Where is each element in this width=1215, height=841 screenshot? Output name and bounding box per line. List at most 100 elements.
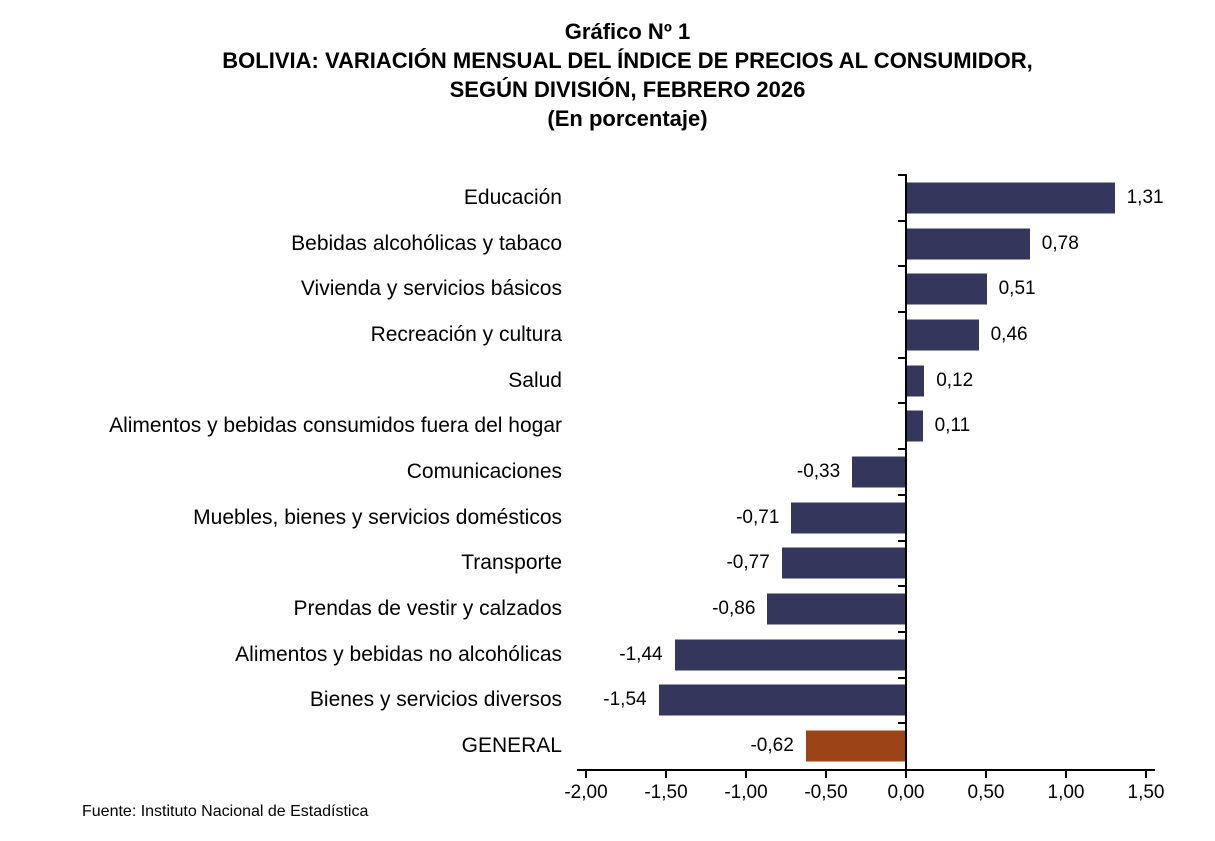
bar-chart-plot-area: Educación 1,31 Bebidas alcohólicas y tabac…	[0, 175, 1215, 769]
category-label: GENERAL	[461, 734, 562, 758]
bar-division	[905, 182, 1115, 214]
bar-division	[905, 319, 979, 351]
category-tick	[898, 219, 907, 222]
category-tick	[898, 493, 907, 496]
x-axis-tick-label: -0,50	[804, 782, 848, 803]
row-plot: -0,71	[570, 495, 1215, 541]
zero-axis-line	[905, 175, 907, 769]
category-tick	[898, 265, 907, 268]
value-label: -1,54	[603, 689, 647, 711]
source-note: Fuente: Instituto Nacional de Estadístic…	[82, 803, 369, 820]
bar-division	[905, 228, 1030, 260]
x-axis-tick	[1145, 769, 1147, 778]
chart-row: Muebles, bienes y servicios domésticos -0…	[0, 495, 1215, 541]
value-label: -1,44	[619, 643, 663, 665]
chart-title-line1: Gráfico Nº 1	[564, 19, 691, 44]
category-label: Recreación y cultura	[370, 322, 562, 346]
x-axis-tick-label: -1,00	[724, 782, 768, 803]
row-plot: 1,31	[570, 175, 1215, 221]
category-tick	[898, 448, 907, 451]
category-label: Muebles, bienes y servicios domésticos	[193, 505, 562, 529]
row-plot: -0,62	[570, 723, 1215, 769]
chart-row: Prendas de vestir y calzados -0,86	[0, 586, 1215, 632]
x-axis-tick	[585, 769, 587, 778]
value-label: 0,78	[1041, 232, 1079, 254]
category-label: Transporte	[461, 551, 562, 575]
row-plot: 0,46	[570, 312, 1215, 358]
bar-division	[791, 502, 905, 534]
x-axis-tick-label: -1,50	[644, 782, 688, 803]
value-label: 0,51	[998, 278, 1036, 300]
row-plot: -1,54	[570, 678, 1215, 724]
chart-row: Bebidas alcohólicas y tabaco 0,78	[0, 221, 1215, 267]
x-axis-tick	[825, 769, 827, 778]
chart-title-line3: SEGÚN DIVISIÓN, FEBRERO 2026	[449, 77, 806, 102]
x-axis-tick	[905, 769, 907, 778]
chart-row: GENERAL -0,62	[0, 723, 1215, 769]
x-axis-tick-label: 0,00	[887, 782, 925, 803]
bar-division	[852, 456, 905, 488]
chart-row: Alimentos y bebidas consumidos fuera del…	[0, 403, 1215, 449]
row-plot: -0,33	[570, 449, 1215, 495]
value-label: 0,46	[990, 323, 1028, 345]
bar-division	[781, 547, 905, 579]
x-axis-tick-label: 1,50	[1127, 782, 1165, 803]
value-label: -0,62	[750, 735, 794, 757]
category-tick	[898, 174, 907, 176]
x-axis: -2,00 -1,50 -1,00 -0,50 0,00 0,50 1,00 1,50	[0, 769, 1215, 819]
category-tick	[898, 402, 907, 405]
x-axis-line	[577, 769, 1155, 771]
category-tick	[898, 356, 907, 359]
chart-row: Salud 0,12	[0, 358, 1215, 404]
category-tick	[898, 585, 907, 588]
x-axis-tick	[665, 769, 667, 778]
category-label: Alimentos y bebidas no alcohólicas	[235, 642, 562, 666]
x-axis-tick-label: 1,00	[1047, 782, 1085, 803]
x-axis-tick	[985, 769, 987, 778]
category-label: Bebidas alcohólicas y tabaco	[291, 231, 562, 255]
value-label: 0,11	[934, 415, 971, 437]
bar-division	[658, 684, 905, 716]
value-label: -0,86	[712, 598, 756, 620]
category-label: Vivienda y servicios básicos	[300, 277, 562, 301]
category-label: Salud	[508, 368, 562, 392]
category-tick	[898, 630, 907, 633]
chart-title-subtitle: (En porcentaje)	[547, 106, 708, 131]
bar-general	[805, 730, 905, 762]
category-tick	[898, 311, 907, 314]
x-axis-tick-label: -2,00	[564, 782, 608, 803]
chart-row: Vivienda y servicios básicos 0,51	[0, 266, 1215, 312]
chart-row: Comunicaciones -0,33	[0, 449, 1215, 495]
bar-division	[767, 593, 905, 625]
x-axis-tick-label: 0,50	[967, 782, 1005, 803]
value-label: 0,12	[936, 369, 974, 391]
category-label: Alimentos y bebidas consumidos fuera del…	[109, 414, 562, 438]
category-tick	[898, 722, 907, 725]
row-plot: 0,78	[570, 221, 1215, 267]
chart-row: Educación 1,31	[0, 175, 1215, 221]
x-axis-tick	[1065, 769, 1067, 778]
category-label: Educación	[463, 185, 562, 209]
category-label: Bienes y servicios diversos	[309, 688, 562, 712]
value-label: -0,33	[796, 460, 841, 482]
category-label: Prendas de vestir y calzados	[293, 597, 562, 621]
row-plot: -1,44	[570, 632, 1215, 678]
chart-title: Gráfico Nº 1 BOLIVIA: VARIACIÓN MENSUAL …	[40, 17, 1215, 133]
row-plot: -0,86	[570, 586, 1215, 632]
bar-division	[905, 365, 925, 397]
chart-row: Alimentos y bebidas no alcohólicas -1,44	[0, 632, 1215, 678]
row-plot: 0,51	[570, 266, 1215, 312]
bar-division	[905, 410, 923, 442]
value-label: -0,77	[726, 552, 770, 574]
chart-row: Bienes y servicios diversos -1,54	[0, 678, 1215, 724]
category-label: Comunicaciones	[406, 459, 562, 483]
bar-division	[905, 273, 987, 305]
chart-row: Transporte -0,77	[0, 541, 1215, 587]
category-tick	[898, 539, 907, 542]
row-plot: -0,77	[570, 541, 1215, 587]
row-plot: 0,11	[570, 403, 1215, 449]
category-tick	[898, 676, 907, 679]
chart-row: Recreación y cultura 0,46	[0, 312, 1215, 358]
row-plot: 0,12	[570, 358, 1215, 404]
